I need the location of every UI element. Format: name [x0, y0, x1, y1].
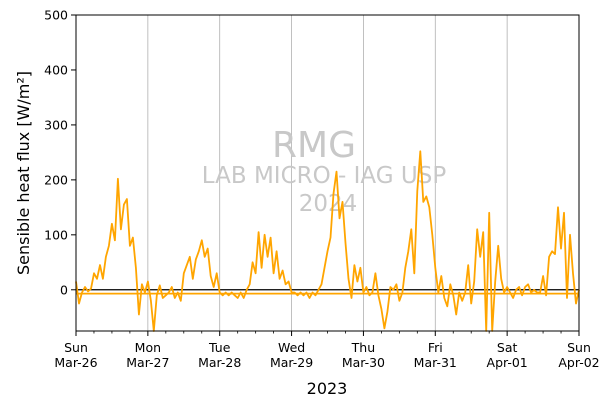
- x-tick-label-date: Mar-28: [198, 355, 241, 370]
- x-tick-label-day: Sun: [567, 340, 591, 355]
- y-tick-label: 300: [44, 117, 68, 132]
- x-tick-label-date: Mar-29: [270, 355, 313, 370]
- x-tick-label-day: Fri: [428, 340, 443, 355]
- x-tick-label-date: Mar-30: [342, 355, 385, 370]
- watermark-line-1: RMG: [272, 125, 356, 166]
- series-group: [75, 150, 580, 332]
- x-tick-label-day: Sat: [497, 340, 518, 355]
- x-tick-label-day: Sun: [64, 340, 88, 355]
- series-line: [75, 150, 580, 332]
- watermark-line-2: LAB MICRO - IAG USP: [202, 163, 447, 189]
- vertical-gridlines: [147, 15, 508, 331]
- x-tick-label-day: Thu: [351, 340, 375, 355]
- x-tick-label-date: Mar-26: [54, 355, 97, 370]
- x-tick-label-day: Mon: [135, 340, 161, 355]
- x-tick-label-date: Apr-02: [558, 355, 599, 370]
- y-tick-label: 0: [60, 282, 68, 297]
- watermark: RMG LAB MICRO - IAG USP 2024: [202, 125, 447, 217]
- x-tick-label-date: Mar-27: [126, 355, 169, 370]
- watermark-line-3: 2024: [299, 191, 358, 217]
- x-axis-label: 2023: [307, 379, 348, 398]
- y-tick-label: 100: [44, 227, 68, 242]
- x-tick-label-date: Mar-31: [414, 355, 457, 370]
- x-tick-label-day: Tue: [208, 340, 231, 355]
- y-tick-label: 500: [44, 8, 68, 23]
- y-axis-label: Sensible heat flux [W/m²]: [14, 71, 33, 275]
- y-tick-label: 200: [44, 172, 68, 187]
- x-tick-label-day: Wed: [278, 340, 305, 355]
- x-axis: SunMar-26MonMar-27TueMar-28WedMar-29ThuM…: [54, 331, 600, 370]
- x-tick-label-date: Apr-01: [487, 355, 528, 370]
- y-axis: 0 100 200 300 400 500: [44, 8, 76, 297]
- y-tick-label: 400: [44, 62, 68, 77]
